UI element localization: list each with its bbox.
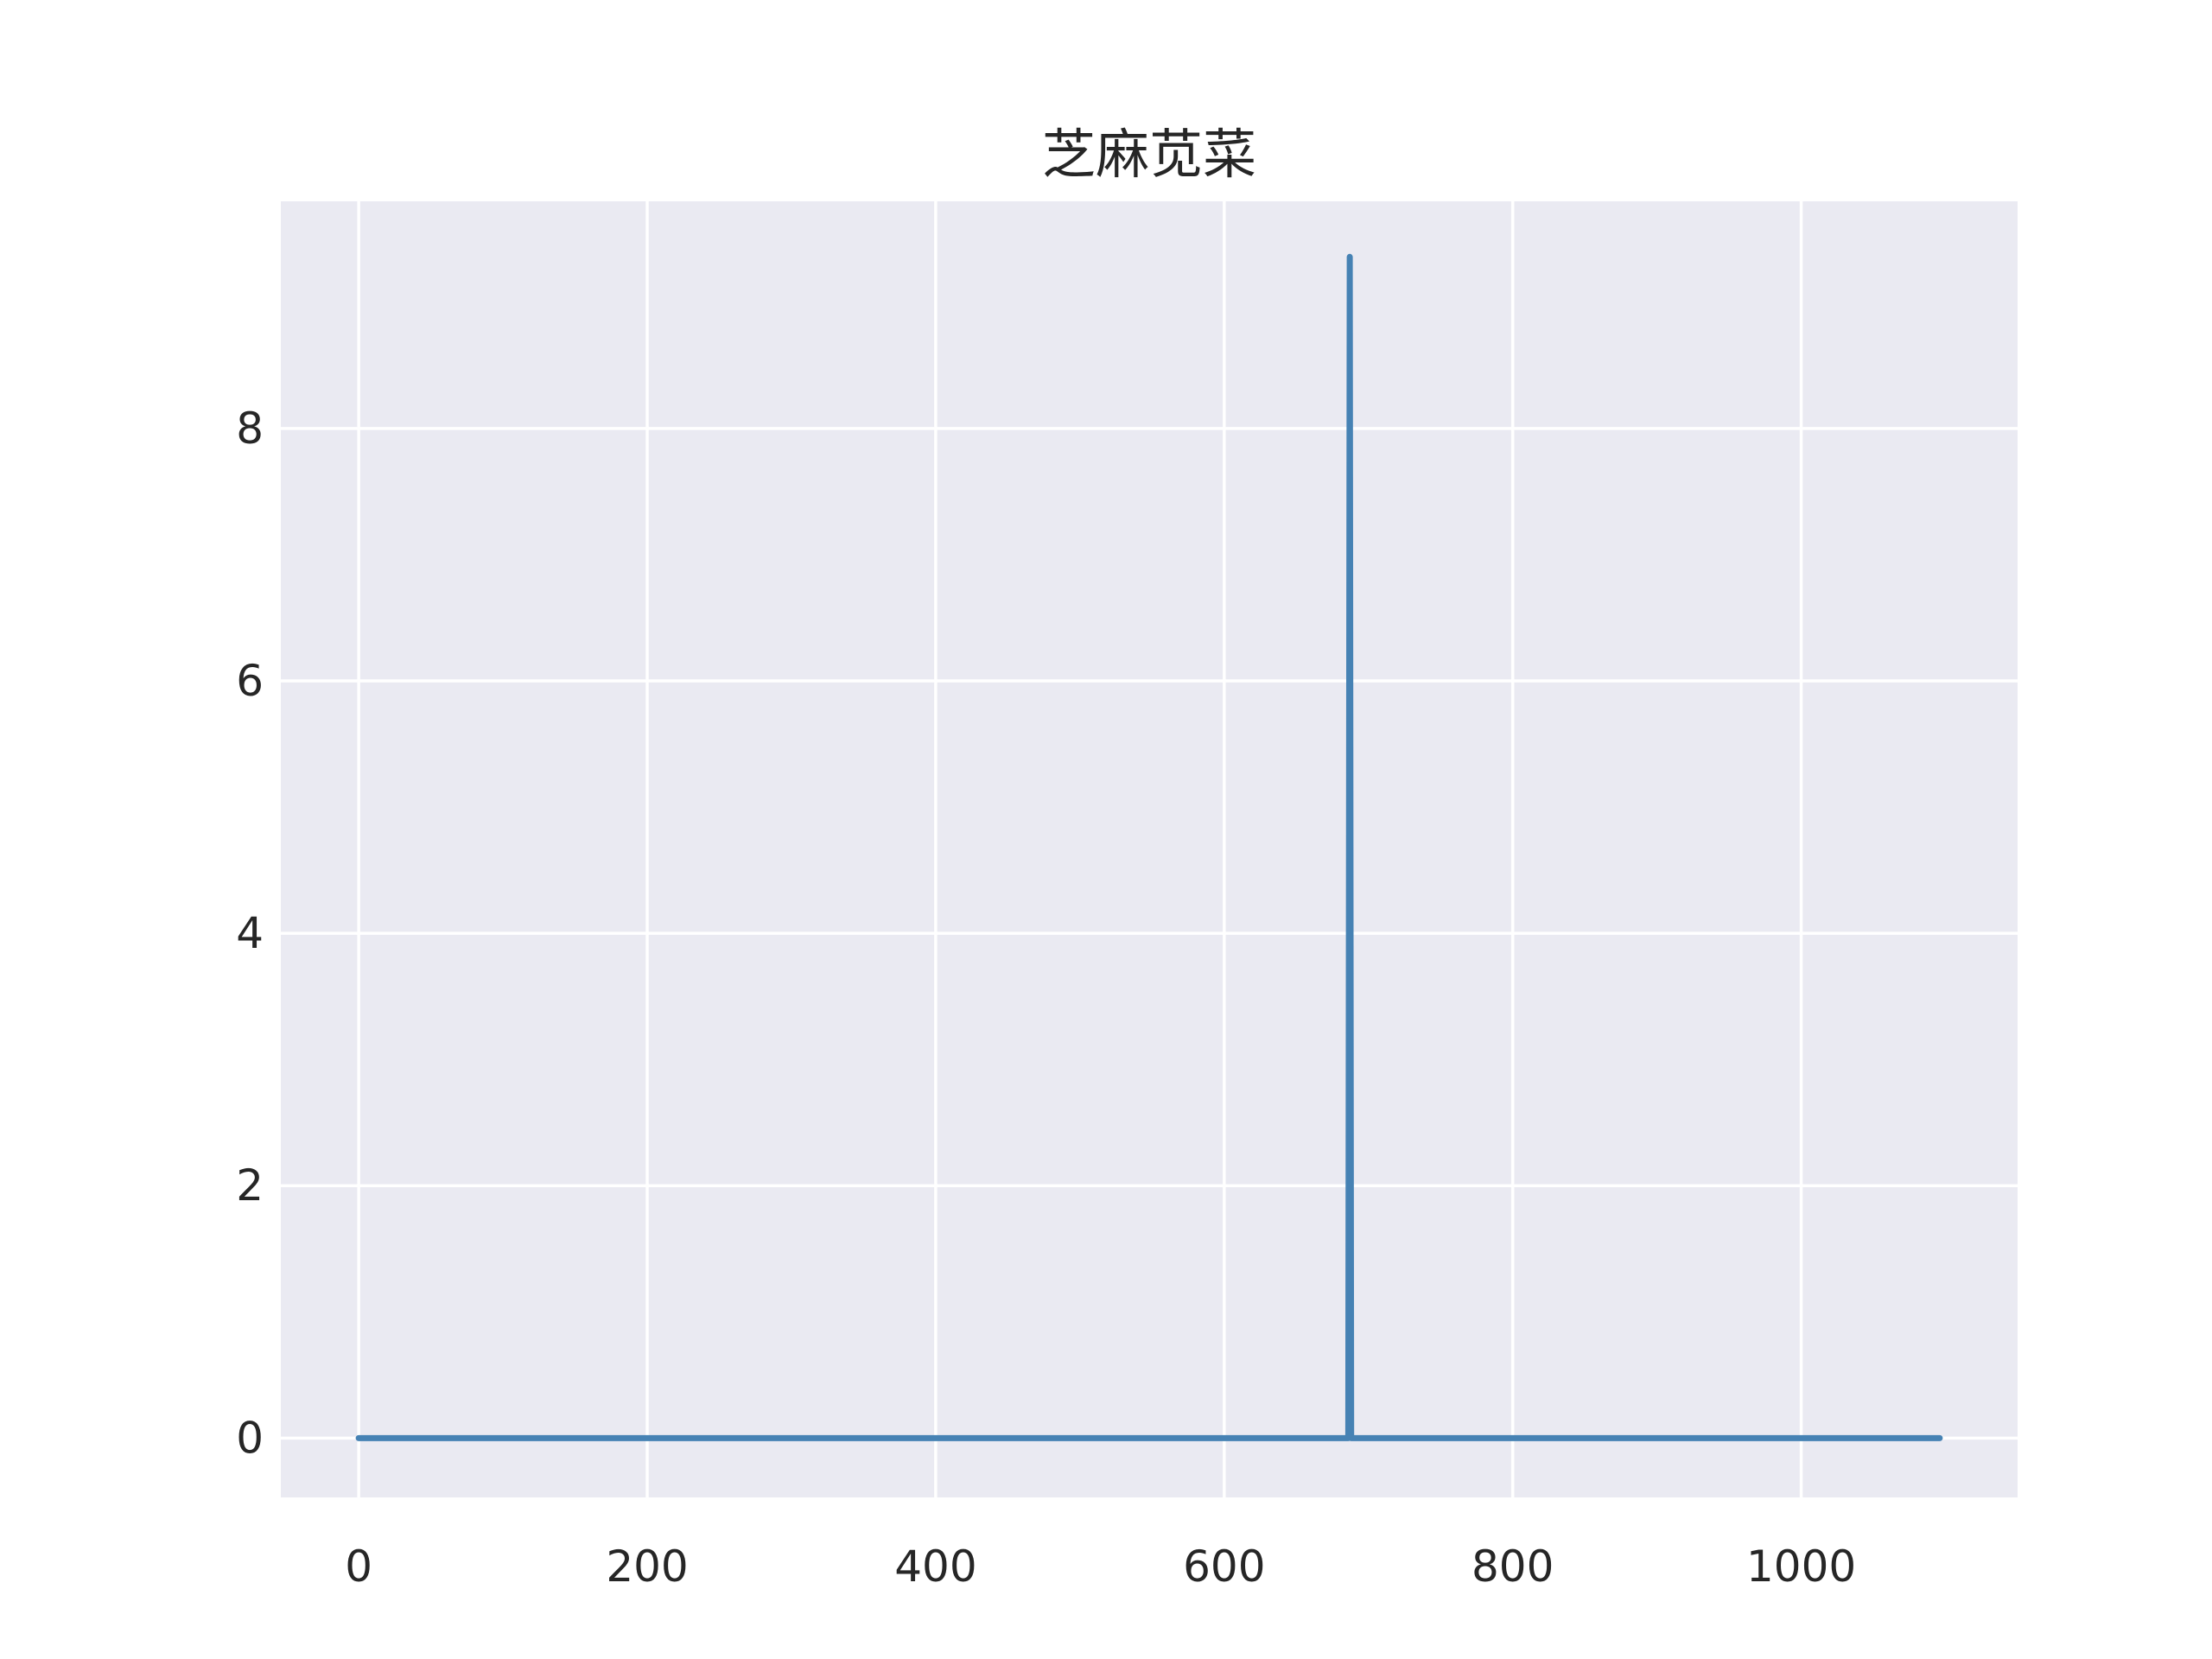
series-line <box>355 253 1943 1441</box>
y-tick-label: 0 <box>236 1413 264 1463</box>
x-tick-label: 1000 <box>1746 1541 1856 1592</box>
x-tick-label: 400 <box>894 1541 976 1592</box>
y-tick-label: 2 <box>236 1160 264 1211</box>
chart-title: 芝麻苋菜 <box>1042 123 1256 186</box>
grid <box>281 201 2018 1497</box>
plot-area <box>281 201 2018 1497</box>
y-tick-label: 4 <box>236 908 264 958</box>
x-tick-label: 600 <box>1183 1541 1265 1592</box>
y-axis: 0 2 4 6 8 <box>236 404 264 1463</box>
x-tick-label: 200 <box>606 1541 688 1592</box>
x-tick-label: 0 <box>345 1541 372 1592</box>
x-tick-label: 800 <box>1471 1541 1554 1592</box>
y-tick-label: 6 <box>236 656 264 706</box>
series-group <box>355 253 1943 1441</box>
y-tick-label: 8 <box>236 404 264 454</box>
x-axis: 0 200 400 600 800 1000 <box>345 1541 1856 1592</box>
